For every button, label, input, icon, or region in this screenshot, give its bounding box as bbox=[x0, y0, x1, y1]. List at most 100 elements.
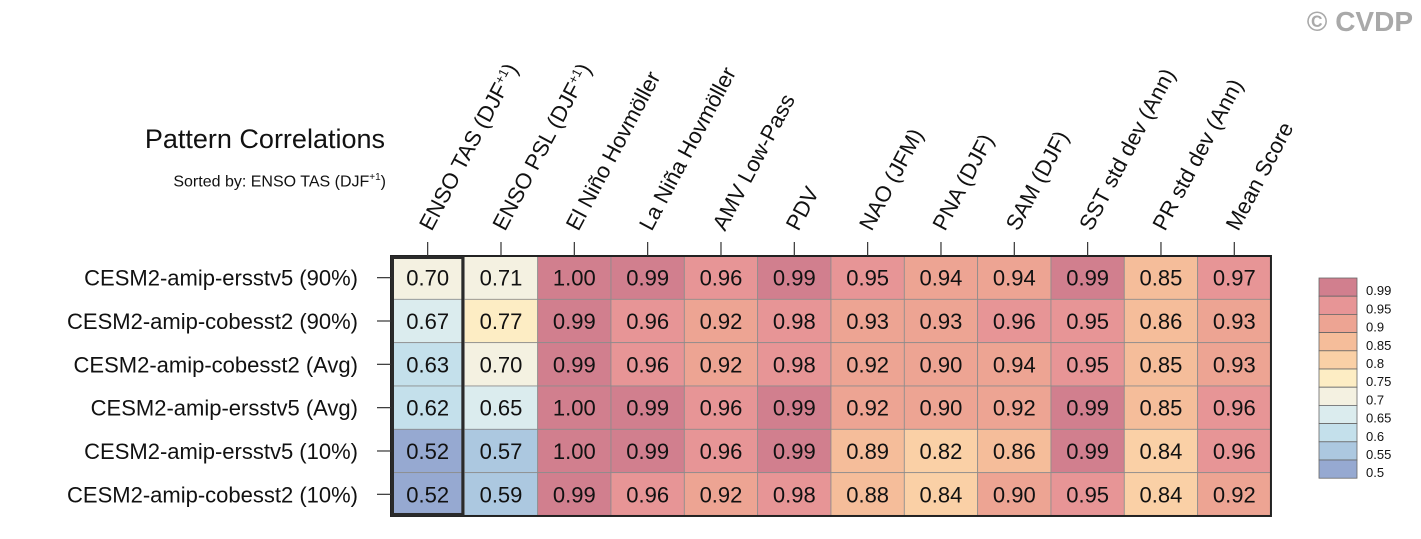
heatmap-cell bbox=[757, 298, 832, 344]
cell-value-label: 0.98 bbox=[773, 482, 816, 507]
heatmap-cell bbox=[1123, 342, 1199, 387]
colorbar-swatch bbox=[1318, 277, 1358, 297]
cell-value-label: 0.57 bbox=[480, 439, 523, 464]
cell-value-label: 0.82 bbox=[920, 439, 963, 464]
cell-value-label: 0.86 bbox=[1140, 309, 1183, 334]
heatmap-cell bbox=[537, 342, 612, 387]
cell-value-label: 0.90 bbox=[993, 482, 1036, 507]
row-label: CESM2-amip-cobesst2 (Avg) bbox=[74, 352, 358, 377]
cell-value-label: 0.71 bbox=[480, 266, 523, 291]
heatmap-cell bbox=[977, 428, 1052, 474]
heatmap-cell bbox=[1050, 428, 1125, 474]
cell-value-label: 0.92 bbox=[846, 352, 889, 377]
cell-value-label: 0.94 bbox=[920, 266, 963, 291]
sort-column-highlight bbox=[391, 256, 465, 516]
colorbar-swatch bbox=[1318, 404, 1358, 424]
cell-value-label: 0.52 bbox=[406, 482, 449, 507]
cell-value-label: 0.96 bbox=[1213, 439, 1256, 464]
heatmap-cell bbox=[537, 385, 612, 430]
heatmap-cell bbox=[1123, 298, 1199, 344]
cell-value-label: 0.59 bbox=[480, 482, 523, 507]
cell-value-label: 0.85 bbox=[1140, 352, 1183, 377]
cell-value-label: 0.67 bbox=[406, 309, 449, 334]
cell-value-label: 0.94 bbox=[993, 352, 1036, 377]
heatmap-cell bbox=[390, 342, 465, 387]
cell-value-label: 0.98 bbox=[773, 352, 816, 377]
cell-value-label: 0.92 bbox=[846, 396, 889, 421]
cell-value-label: 0.90 bbox=[920, 396, 963, 421]
cell-value-label: 0.96 bbox=[626, 352, 669, 377]
heatmap-cell bbox=[1197, 342, 1272, 387]
heatmap-cell bbox=[683, 255, 759, 300]
cell-value-label: 0.85 bbox=[1140, 396, 1183, 421]
heatmap-cell bbox=[610, 342, 685, 387]
heatmap-cell bbox=[463, 428, 539, 474]
colorbar-swatch bbox=[1318, 350, 1358, 370]
cell-value-label: 0.99 bbox=[553, 352, 596, 377]
heatmap-cell bbox=[757, 385, 832, 430]
heatmap-cell bbox=[390, 298, 465, 344]
heatmap-cell bbox=[1123, 428, 1199, 474]
heatmap-cell bbox=[1123, 255, 1199, 300]
cell-value-label: 0.84 bbox=[1140, 439, 1183, 464]
heatmap-cell bbox=[977, 472, 1052, 517]
heatmap-cell bbox=[830, 342, 905, 387]
heatmap-cell bbox=[1197, 428, 1272, 474]
cell-value-label: 0.89 bbox=[846, 439, 889, 464]
heatmap-cell bbox=[1050, 255, 1125, 300]
cell-value-label: 1.00 bbox=[553, 266, 596, 291]
row-label: CESM2-amip-ersstv5 (Avg) bbox=[91, 396, 358, 421]
cell-value-label: 0.95 bbox=[1066, 482, 1109, 507]
column-label: Mean Score bbox=[1221, 118, 1299, 234]
colorbar-swatch bbox=[1318, 459, 1358, 479]
heatmap-cell bbox=[463, 342, 539, 387]
colorbar-swatch bbox=[1318, 295, 1358, 315]
cell-value-label: 0.65 bbox=[480, 396, 523, 421]
cell-value-label: 0.92 bbox=[700, 482, 743, 507]
heatmap-cell bbox=[977, 342, 1052, 387]
subtitle-superscript: +1 bbox=[369, 172, 381, 183]
cell-value-label: 0.70 bbox=[406, 266, 449, 291]
cell-value-label: 0.99 bbox=[553, 482, 596, 507]
column-label: NAO (JFM) bbox=[854, 124, 928, 234]
cell-value-label: 0.95 bbox=[1066, 352, 1109, 377]
cell-value-label: 0.94 bbox=[993, 266, 1036, 291]
cell-value-label: 0.85 bbox=[1140, 266, 1183, 291]
heatmap-cell bbox=[1123, 472, 1199, 517]
heatmap-cell bbox=[463, 255, 539, 300]
cell-value-label: 0.96 bbox=[700, 439, 743, 464]
colorbar-label: 0.5 bbox=[1366, 465, 1384, 480]
cell-value-label: 0.99 bbox=[626, 439, 669, 464]
heatmap-frame bbox=[390, 255, 1272, 517]
heatmap-cell bbox=[903, 255, 979, 300]
colorbar-label: 0.99 bbox=[1366, 283, 1391, 298]
colorbar-swatch bbox=[1318, 332, 1358, 352]
row-label: CESM2-amip-ersstv5 (90%) bbox=[84, 266, 358, 291]
heatmap-cell bbox=[903, 385, 979, 430]
subtitle-tail: ) bbox=[380, 173, 386, 191]
column-label: PDV bbox=[781, 182, 824, 234]
cell-value-label: 0.99 bbox=[553, 309, 596, 334]
heatmap-cell bbox=[1197, 385, 1272, 430]
subtitle-text: Sorted by: ENSO TAS (DJF bbox=[173, 173, 370, 191]
cell-value-label: 0.52 bbox=[406, 439, 449, 464]
cell-value-label: 0.92 bbox=[700, 309, 743, 334]
heatmap-cell bbox=[830, 298, 905, 344]
colorbar-label: 0.8 bbox=[1366, 356, 1384, 371]
heatmap-cell bbox=[1050, 342, 1125, 387]
cell-value-label: 0.93 bbox=[1213, 352, 1256, 377]
cell-value-label: 0.97 bbox=[1213, 266, 1256, 291]
cell-value-label: 0.96 bbox=[1213, 396, 1256, 421]
cell-value-label: 0.63 bbox=[406, 352, 449, 377]
colorbar-label: 0.7 bbox=[1366, 392, 1384, 407]
cell-value-label: 0.90 bbox=[920, 352, 963, 377]
cell-value-label: 0.62 bbox=[406, 396, 449, 421]
colorbar-label: 0.65 bbox=[1366, 411, 1391, 426]
cell-value-label: 0.84 bbox=[920, 482, 963, 507]
cell-value-label: 1.00 bbox=[553, 396, 596, 421]
cell-value-label: 0.99 bbox=[773, 266, 816, 291]
cell-value-label: 0.99 bbox=[1066, 396, 1109, 421]
cell-value-label: 0.88 bbox=[846, 482, 889, 507]
cell-value-label: 0.84 bbox=[1140, 482, 1183, 507]
heatmap-cell bbox=[537, 255, 612, 300]
